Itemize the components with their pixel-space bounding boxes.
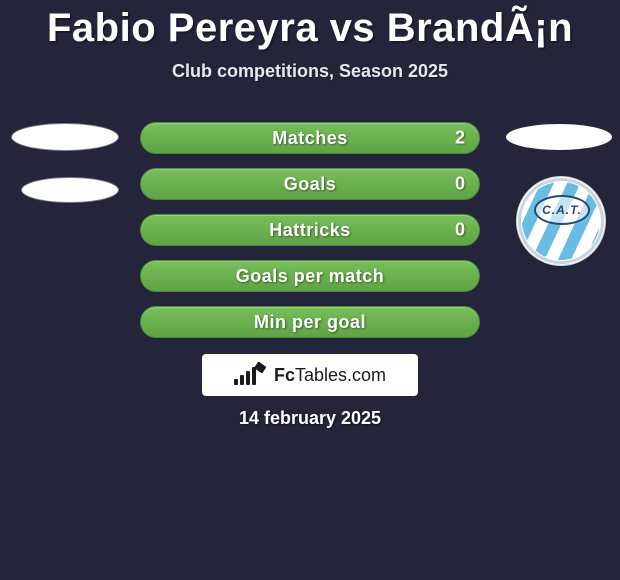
player2-club-icon: C.A.T. bbox=[516, 176, 606, 266]
player1-nation-icon bbox=[22, 178, 118, 202]
page-title: Fabio Pereyra vs BrandÃ¡n bbox=[0, 0, 620, 51]
stat-value-right: 0 bbox=[455, 174, 465, 195]
player1-club-icon bbox=[12, 124, 118, 150]
date-text: 14 february 2025 bbox=[239, 408, 381, 429]
chart-icon bbox=[234, 365, 268, 385]
stat-row-goals-per-match: Goals per match bbox=[140, 260, 480, 292]
stat-row-goals: Goals 0 bbox=[140, 168, 480, 200]
player2-nation-icon bbox=[506, 124, 612, 150]
stat-row-matches: Matches 2 bbox=[140, 122, 480, 154]
brand-text: FcTables.com bbox=[274, 365, 386, 386]
fctables-logo[interactable]: FcTables.com bbox=[202, 354, 418, 396]
stat-label: Goals per match bbox=[141, 266, 479, 287]
stat-value-right: 0 bbox=[455, 220, 465, 241]
stat-label: Hattricks bbox=[141, 220, 479, 241]
stat-value-right: 2 bbox=[455, 128, 465, 149]
stat-label: Goals bbox=[141, 174, 479, 195]
stat-label: Min per goal bbox=[141, 312, 479, 333]
page-subtitle: Club competitions, Season 2025 bbox=[0, 61, 620, 82]
stats-rows: Matches 2 Goals 0 Hattricks 0 Goals per … bbox=[140, 122, 480, 352]
club-monogram: C.A.T. bbox=[542, 203, 582, 217]
stat-row-hattricks: Hattricks 0 bbox=[140, 214, 480, 246]
stat-label: Matches bbox=[141, 128, 479, 149]
stat-row-min-per-goal: Min per goal bbox=[140, 306, 480, 338]
